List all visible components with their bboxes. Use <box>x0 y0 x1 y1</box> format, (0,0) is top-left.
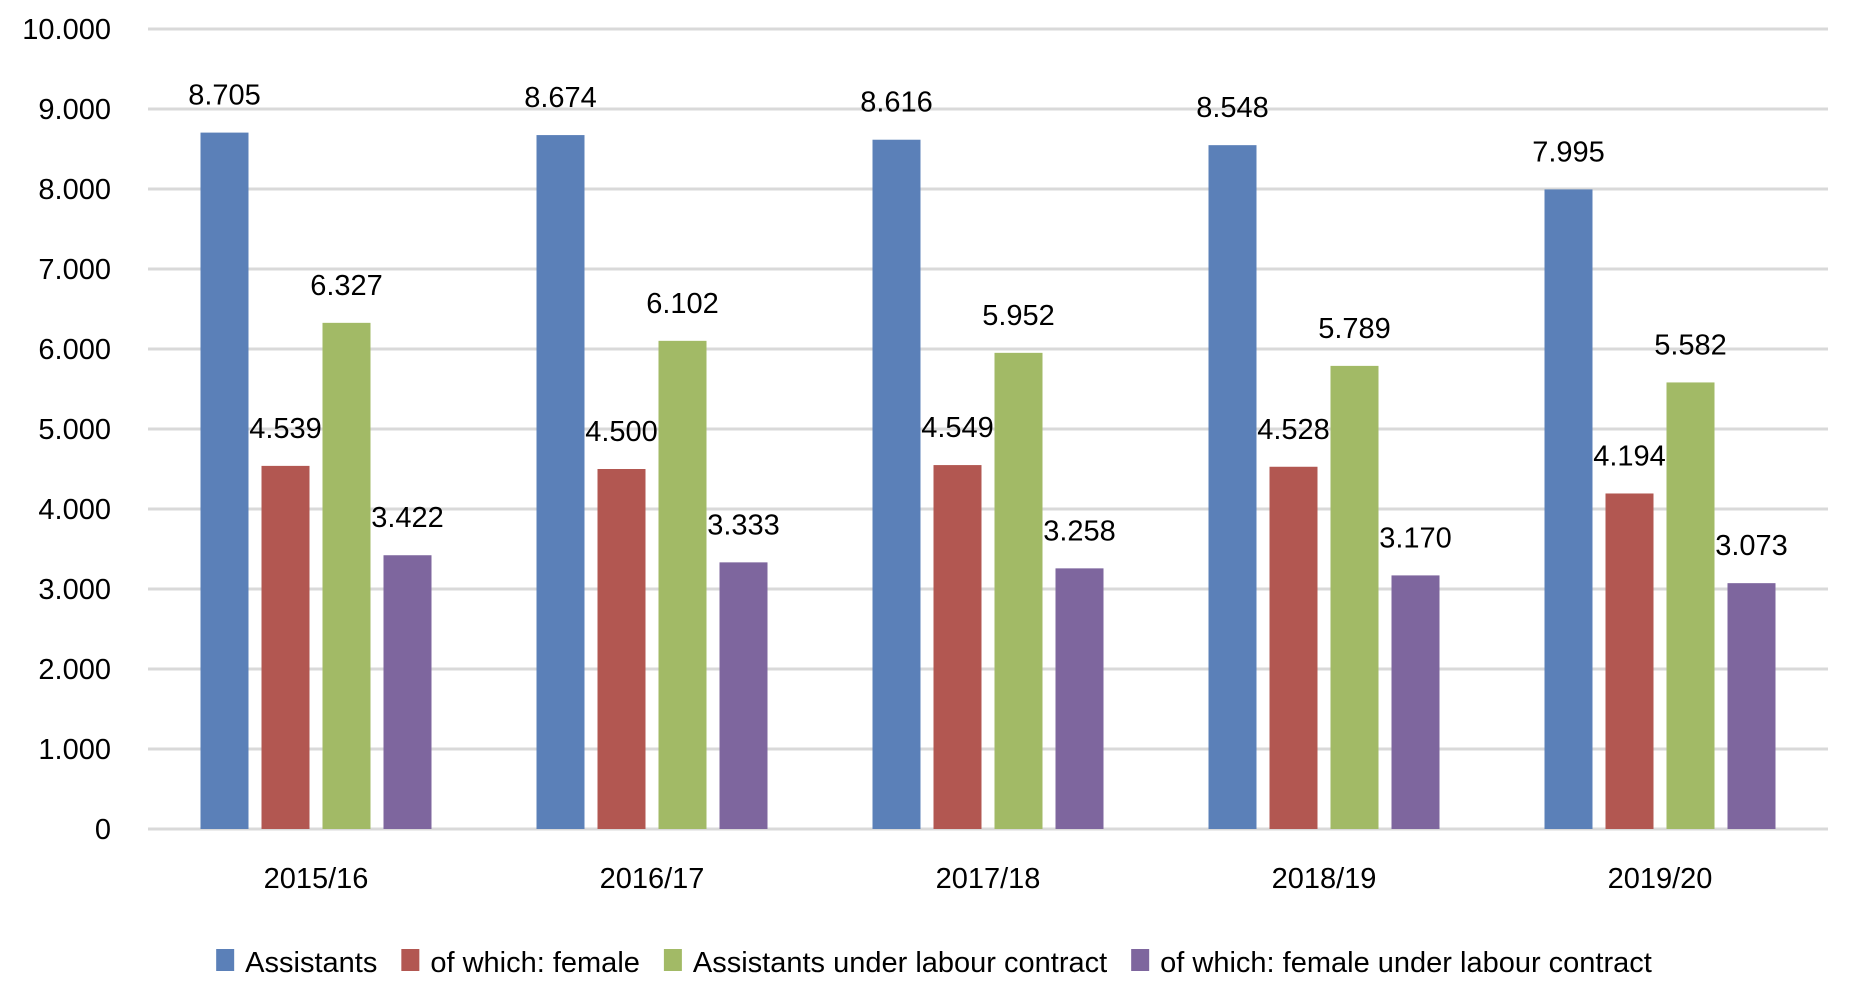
bar-of-which-female-under-labour-contract-2018-19 <box>1391 575 1440 829</box>
data-label: 8.674 <box>524 82 597 114</box>
data-label: 3.258 <box>1043 515 1116 547</box>
bar-assistants-under-labour-contract-2019-20 <box>1666 382 1715 829</box>
bar-assistants-2018-19 <box>1208 145 1257 829</box>
bar-assistants-2016-17 <box>536 135 585 829</box>
bar-of-which-female-under-labour-contract-2015-16 <box>383 555 432 829</box>
bar-of-which-female-2018-19 <box>1269 466 1318 829</box>
data-label: 4.500 <box>585 416 658 448</box>
data-label: 3.073 <box>1715 530 1788 562</box>
y-tick-label: 2.000 <box>38 654 111 686</box>
bar-assistants-under-labour-contract-2015-16 <box>322 322 371 829</box>
legend-label: of which: female <box>430 947 640 979</box>
legend-item: Assistants <box>216 947 377 979</box>
data-label: 5.582 <box>1654 329 1727 361</box>
x-category-label: 2019/20 <box>1608 863 1713 895</box>
data-label: 4.539 <box>249 413 322 445</box>
y-axis-tick-labels: 0 1.000 2.000 3.000 4.000 5.000 6.000 7.000 8.00… <box>22 14 111 846</box>
bar-of-which-female-2017-18 <box>933 465 982 829</box>
legend-item: of which: female <box>401 947 640 979</box>
bar-of-which-female-2019-20 <box>1605 493 1654 829</box>
x-category-label: 2017/18 <box>936 863 1041 895</box>
legend-swatch <box>1131 949 1150 971</box>
y-tick-label: 5.000 <box>38 414 111 446</box>
x-category-label: 2015/16 <box>264 863 369 895</box>
bar-assistants-2017-18 <box>872 139 921 830</box>
y-tick-label: 0 <box>95 814 111 846</box>
data-labels: 8.705 4.539 6.327 3.422 8.674 4.500 6.102 3.333… <box>188 80 1788 563</box>
data-label: 3.170 <box>1379 522 1452 554</box>
legend-label: Assistants <box>245 947 377 979</box>
bar-of-which-female-under-labour-contract-2017-18 <box>1055 568 1104 829</box>
legend-swatch <box>663 949 682 971</box>
legend-item: Assistants under labour contract <box>663 947 1107 979</box>
y-tick-label: 10.000 <box>22 14 111 46</box>
bar-assistants-under-labour-contract-2018-19 <box>1330 365 1379 829</box>
legend-swatch <box>401 949 420 971</box>
legend-swatch <box>216 949 235 971</box>
data-label: 3.333 <box>707 509 780 541</box>
bar-assistants-2019-20 <box>1544 189 1593 829</box>
x-category-label: 2016/17 <box>600 863 705 895</box>
data-label: 4.528 <box>1257 414 1330 446</box>
y-tick-label: 4.000 <box>38 494 111 526</box>
bar-assistants-2015-16 <box>200 132 249 830</box>
y-tick-label: 8.000 <box>38 174 111 206</box>
y-tick-label: 9.000 <box>38 94 111 126</box>
data-label: 6.327 <box>310 270 383 302</box>
y-tick-label: 3.000 <box>38 574 111 606</box>
bar-assistants-under-labour-contract-2016-17 <box>658 340 707 829</box>
data-label: 5.789 <box>1318 313 1391 345</box>
x-category-label: 2018/19 <box>1272 863 1377 895</box>
data-label: 6.102 <box>646 288 719 320</box>
data-label: 8.616 <box>860 87 933 119</box>
bar-of-which-female-2016-17 <box>597 469 646 829</box>
bar-of-which-female-under-labour-contract-2016-17 <box>719 562 768 829</box>
legend: Assistants of which: female Assistants und… <box>216 947 1652 979</box>
data-label: 3.422 <box>371 502 444 534</box>
y-tick-label: 6.000 <box>38 334 111 366</box>
data-label: 5.952 <box>982 300 1055 332</box>
data-label: 7.995 <box>1532 136 1605 168</box>
legend-item: of which: female under labour contract <box>1131 947 1652 979</box>
legend-label: Assistants under labour contract <box>693 947 1107 979</box>
legend-label: of which: female under labour contract <box>1160 947 1652 979</box>
bar-assistants-under-labour-contract-2017-18 <box>994 352 1043 829</box>
data-label: 8.705 <box>188 80 261 112</box>
data-label: 8.548 <box>1196 92 1269 124</box>
data-label: 4.549 <box>921 412 994 444</box>
bar-of-which-female-2015-16 <box>261 465 310 829</box>
x-axis-category-labels: 2015/16 2016/17 2017/18 2018/19 2019/20 <box>264 863 1713 895</box>
y-tick-label: 7.000 <box>38 254 111 286</box>
y-tick-label: 1.000 <box>38 734 111 766</box>
bar-of-which-female-under-labour-contract-2019-20 <box>1727 583 1776 829</box>
data-label: 4.194 <box>1593 440 1666 472</box>
bars <box>200 132 1776 830</box>
